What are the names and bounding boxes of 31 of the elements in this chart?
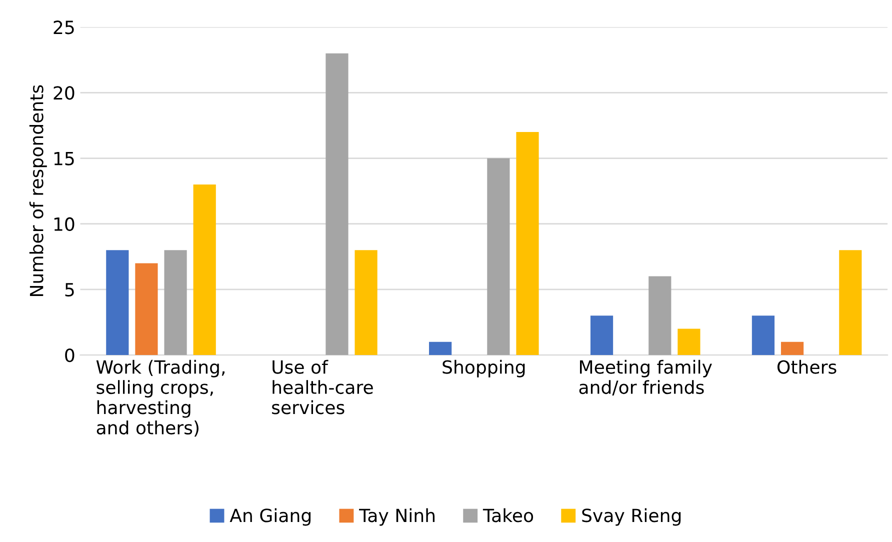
bar <box>164 250 187 356</box>
bar <box>429 342 452 356</box>
y-tick-label: 25 <box>54 20 74 34</box>
bar <box>648 276 672 356</box>
legend-label: An Giang <box>230 508 311 526</box>
bar <box>752 316 775 356</box>
bar <box>193 184 216 356</box>
bar <box>590 316 614 356</box>
bar <box>839 250 862 356</box>
y-tick-label: 20 <box>54 86 74 100</box>
bar <box>135 263 158 356</box>
bar <box>326 53 348 356</box>
x-tick-label: Meeting family and/or friends <box>579 360 712 396</box>
x-tick-label: Work (Trading, selling crops, harvesting and others) <box>96 360 224 437</box>
bar <box>106 250 129 356</box>
legend-label: Svay Rieng <box>582 508 681 526</box>
x-tick-label: Use of health-care services <box>272 360 373 414</box>
bar <box>780 342 804 356</box>
legend-label: Takeo <box>482 508 534 522</box>
bar <box>678 328 700 356</box>
y-axis-title: Number of respondents <box>29 85 47 296</box>
bar <box>516 132 539 356</box>
y-tick-label: 10 <box>54 217 74 231</box>
y-tick-label: 0 <box>65 348 74 362</box>
y-tick-label: 5 <box>65 283 74 297</box>
y-tick-label: 15 <box>54 152 74 166</box>
x-tick-label: Others <box>777 360 836 374</box>
legend-label: Tay Ninh <box>359 508 435 526</box>
bar <box>487 158 510 356</box>
x-tick-label: Shopping <box>442 360 525 378</box>
bar <box>354 250 378 356</box>
